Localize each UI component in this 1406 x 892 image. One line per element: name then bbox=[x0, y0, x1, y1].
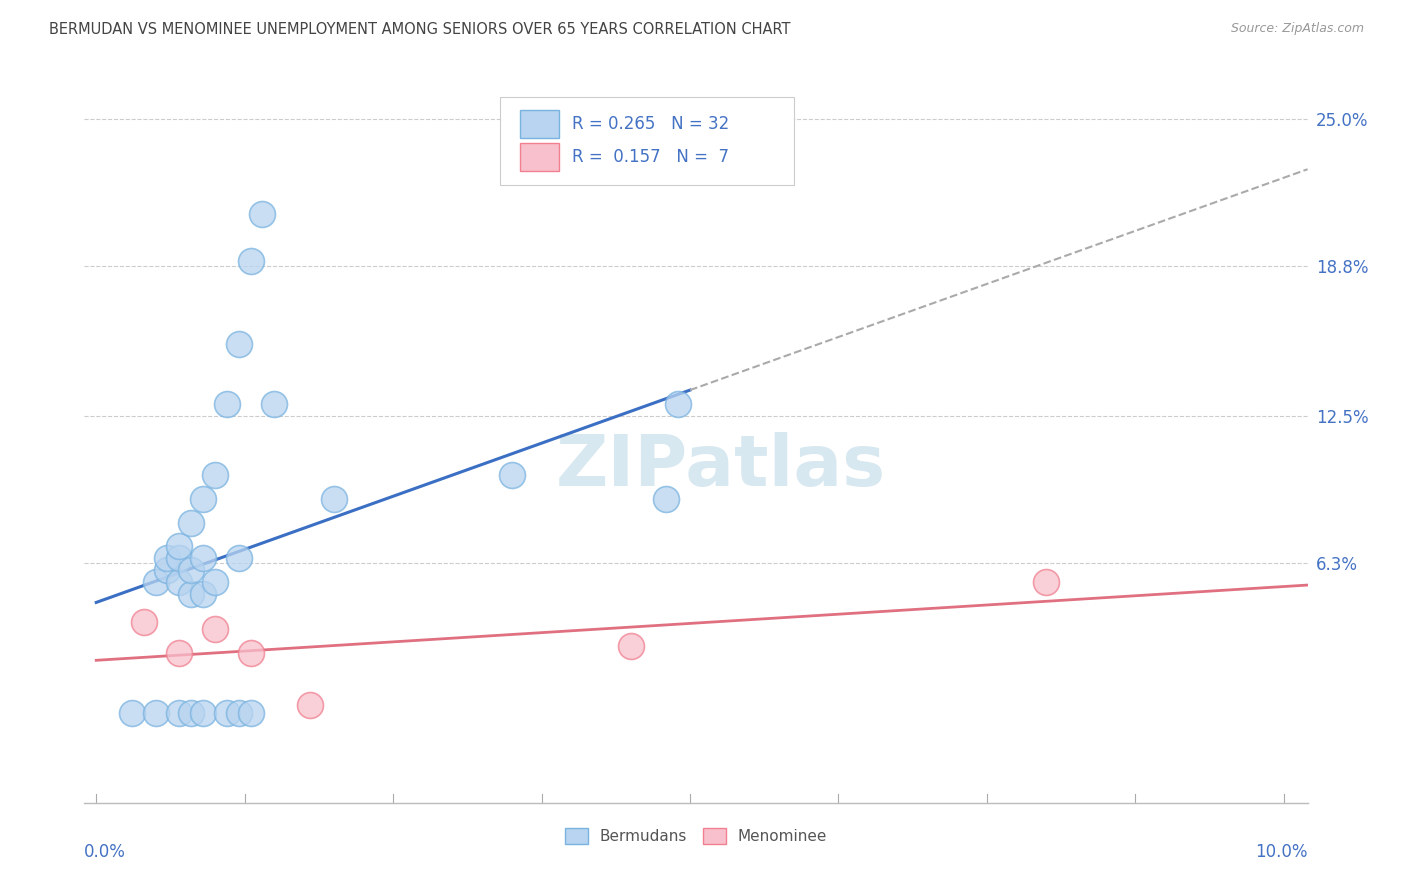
Point bbox=[191, 491, 214, 506]
Point bbox=[191, 551, 214, 566]
Point bbox=[322, 491, 344, 506]
Point bbox=[156, 563, 179, 577]
Point bbox=[145, 706, 167, 720]
Point bbox=[156, 551, 179, 566]
Point bbox=[191, 587, 214, 601]
Point bbox=[180, 516, 202, 530]
Point bbox=[263, 397, 285, 411]
Point bbox=[501, 468, 523, 483]
FancyBboxPatch shape bbox=[520, 110, 560, 138]
Point bbox=[204, 623, 226, 637]
Point bbox=[252, 207, 274, 221]
Text: 10.0%: 10.0% bbox=[1256, 843, 1308, 861]
Point bbox=[204, 574, 226, 589]
Text: ZIPatlas: ZIPatlas bbox=[555, 432, 886, 500]
Text: BERMUDAN VS MENOMINEE UNEMPLOYMENT AMONG SENIORS OVER 65 YEARS CORRELATION CHART: BERMUDAN VS MENOMINEE UNEMPLOYMENT AMONG… bbox=[49, 22, 790, 37]
Point bbox=[169, 706, 191, 720]
Point bbox=[121, 706, 143, 720]
Point bbox=[239, 254, 262, 268]
Point bbox=[298, 698, 321, 713]
Point bbox=[204, 468, 226, 483]
Legend: Bermudans, Menominee: Bermudans, Menominee bbox=[558, 822, 834, 850]
Text: 0.0%: 0.0% bbox=[84, 843, 127, 861]
Text: R = 0.265   N = 32: R = 0.265 N = 32 bbox=[572, 115, 730, 133]
Point bbox=[1035, 574, 1057, 589]
Point bbox=[239, 646, 262, 660]
Point bbox=[169, 551, 191, 566]
Point bbox=[215, 397, 238, 411]
FancyBboxPatch shape bbox=[501, 97, 794, 185]
Text: Source: ZipAtlas.com: Source: ZipAtlas.com bbox=[1230, 22, 1364, 36]
Point bbox=[191, 706, 214, 720]
Point bbox=[620, 639, 643, 653]
Point bbox=[180, 706, 202, 720]
Point bbox=[169, 646, 191, 660]
Point bbox=[239, 706, 262, 720]
Text: R =  0.157   N =  7: R = 0.157 N = 7 bbox=[572, 148, 730, 166]
Point bbox=[228, 706, 250, 720]
Point bbox=[228, 337, 250, 351]
Point bbox=[145, 574, 167, 589]
Point bbox=[169, 539, 191, 553]
Point bbox=[180, 563, 202, 577]
Point bbox=[169, 574, 191, 589]
Point bbox=[666, 397, 689, 411]
Point bbox=[132, 615, 155, 630]
Point bbox=[228, 551, 250, 566]
FancyBboxPatch shape bbox=[520, 143, 560, 171]
Point bbox=[215, 706, 238, 720]
Point bbox=[655, 491, 678, 506]
Point bbox=[180, 587, 202, 601]
